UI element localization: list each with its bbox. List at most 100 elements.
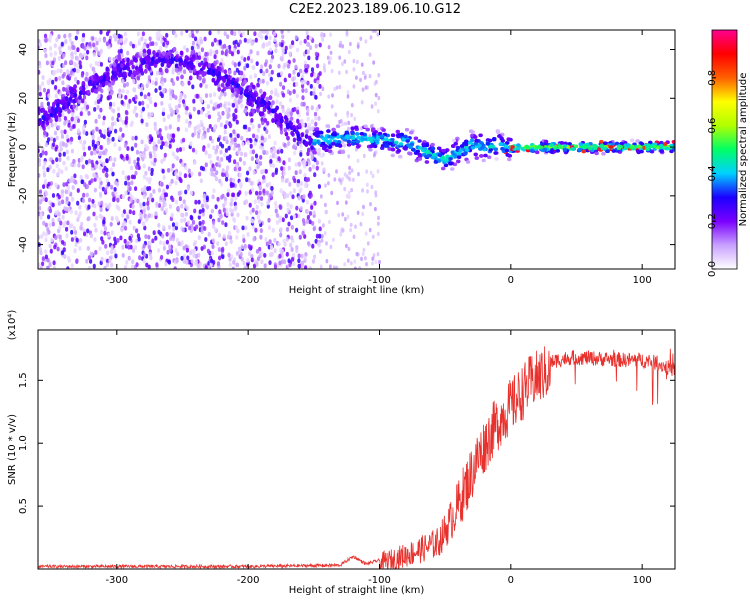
heatmap-cell [146, 145, 150, 151]
heatmap-cell [99, 207, 103, 213]
heatmap-cell [140, 36, 144, 42]
heatmap-cell [180, 203, 184, 209]
heatmap-cell [101, 239, 105, 245]
heatmap-cell [213, 54, 217, 60]
heatmap-cell [271, 100, 275, 105]
heatmap-cell [347, 126, 350, 132]
heatmap-cell [150, 160, 154, 166]
heatmap-cell [322, 146, 327, 151]
heatmap-cell [167, 136, 171, 142]
heatmap-cell [117, 33, 121, 39]
heatmap-cell [46, 257, 50, 263]
heatmap-cell [163, 37, 167, 43]
heatmap-cell [103, 265, 107, 269]
heatmap-cell [140, 187, 144, 193]
heatmap-cell [225, 170, 229, 175]
heatmap-cell [273, 37, 277, 43]
heatmap-cell [112, 197, 116, 203]
heatmap-cell [251, 187, 255, 193]
heatmap-cell [378, 259, 381, 265]
heatmap-cell [235, 235, 239, 240]
heatmap-cell [243, 37, 247, 43]
heatmap-cell [128, 98, 132, 104]
heatmap-cell [351, 142, 356, 146]
heatmap-cell [79, 64, 83, 70]
heatmap-cell [297, 195, 301, 201]
heatmap-cell [258, 190, 262, 196]
heatmap-cell [110, 90, 114, 96]
heatmap-cell [394, 140, 399, 145]
heatmap-cell [332, 237, 335, 242]
heatmap-cell [156, 130, 160, 136]
heatmap-cell [144, 68, 148, 74]
heatmap-cell [299, 181, 303, 187]
heatmap-cell [219, 181, 224, 187]
heatmap-cell [65, 134, 69, 140]
heatmap-cell [204, 237, 208, 242]
heatmap-cell [160, 62, 165, 67]
heatmap-cell [46, 101, 51, 107]
heatmap-cell [362, 204, 365, 210]
heatmap-cell [619, 141, 624, 146]
heatmap-cell [171, 197, 175, 203]
heatmap-cell [268, 64, 272, 70]
heatmap-cell [231, 192, 236, 198]
heatmap-cell [324, 183, 327, 188]
heatmap-cell [371, 261, 374, 266]
heatmap-cell [198, 55, 202, 60]
heatmap-cell [103, 129, 107, 135]
heatmap-cell [84, 76, 88, 82]
heatmap-cell [203, 198, 207, 204]
heatmap-cell [262, 188, 266, 194]
heatmap-cell [308, 194, 312, 200]
heatmap-cell [124, 95, 128, 100]
heatmap-cell [283, 127, 288, 133]
heatmap-cell [350, 131, 355, 135]
heatmap-cell [62, 160, 66, 166]
heatmap-cell [94, 100, 98, 106]
heatmap-cell [252, 133, 256, 139]
heatmap-cell [133, 197, 138, 203]
heatmap-cell [171, 138, 175, 143]
heatmap-cell [164, 125, 168, 131]
heatmap-cell [191, 132, 195, 138]
heatmap-cell [264, 35, 268, 40]
heatmap-cell [127, 244, 131, 250]
heatmap-cell [203, 57, 207, 63]
heatmap-cell [267, 134, 271, 140]
heatmap-cell [52, 265, 57, 269]
heatmap-cell [95, 126, 99, 132]
heatmap-cell [162, 88, 166, 93]
heatmap-cell [233, 70, 237, 76]
heatmap-cell [199, 119, 203, 125]
heatmap-cell [124, 190, 128, 196]
heatmap-cell [263, 253, 267, 258]
heatmap-cell [89, 233, 93, 239]
heatmap-cell [50, 136, 54, 142]
heatmap-cell [343, 186, 347, 192]
heatmap-cell [313, 172, 317, 178]
heatmap-cell [540, 142, 545, 146]
heatmap-cell [198, 221, 202, 226]
heatmap-cell [126, 146, 130, 151]
heatmap-cell [96, 50, 101, 56]
heatmap-cell [106, 250, 110, 256]
heatmap-cell [122, 220, 126, 226]
heatmap-cell [124, 119, 128, 124]
heatmap-cell [129, 198, 133, 203]
heatmap-cell [64, 60, 68, 66]
heatmap-cell [362, 153, 366, 159]
heatmap-cell [194, 199, 198, 205]
heatmap-cell [58, 234, 62, 240]
heatmap-cell [274, 167, 279, 173]
heatmap-cell [264, 62, 268, 67]
spectrogram-heatmap [38, 30, 675, 269]
heatmap-cell [235, 119, 239, 125]
heatmap-cell [171, 232, 175, 238]
heatmap-cell [240, 103, 244, 109]
heatmap-cell [90, 87, 95, 93]
heatmap-cell [353, 259, 357, 264]
heatmap-cell [278, 215, 283, 221]
heatmap-cell [274, 115, 278, 120]
heatmap-cell [153, 153, 157, 159]
